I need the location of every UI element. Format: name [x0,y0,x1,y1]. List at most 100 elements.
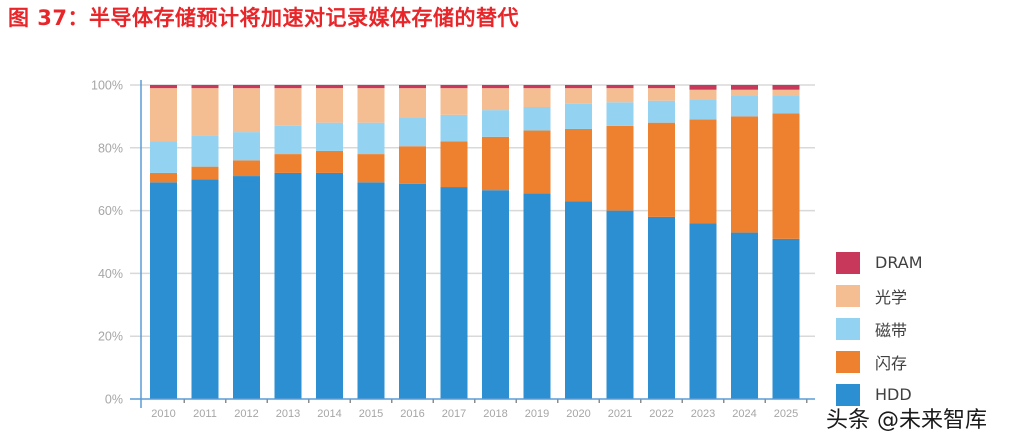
legend-swatch [836,317,860,340]
bar-segment-dram [772,85,800,90]
bar-segment-tape [357,122,385,155]
bar-segment-hdd [648,216,675,399]
bar-segment-optical [357,88,385,123]
bar-segment-optical [606,88,634,103]
x-tick-label: 2024 [732,408,756,420]
bar-segment-flash [565,128,592,202]
x-tick-label: 2011 [193,408,217,420]
bar-segment-dram [482,85,509,89]
bar-segment-tape [606,102,634,126]
bar-segment-dram [689,85,717,90]
bar-stack-2015 [357,85,385,399]
y-tick-label: 20% [98,330,123,344]
bar-segment-optical [648,88,675,101]
bar-stack-2018 [482,85,509,399]
x-tick-label: 2023 [691,408,715,420]
x-tick-label: 2012 [234,408,258,420]
legend-label: 闪存 [875,353,908,373]
legend-swatch [836,284,860,307]
bar-stack-2021 [606,85,634,399]
bar-segment-optical [772,89,800,96]
legend-item: 闪存 [836,345,923,378]
bar-segment-tape [565,103,592,129]
legend-swatch [836,350,860,373]
bar-segment-flash [772,113,800,239]
bar-segment-optical [689,89,717,100]
bar-segment-optical [274,88,302,126]
bar-stack-2012 [233,85,260,399]
bar-segment-flash [648,122,675,217]
bar-segment-hdd [316,172,343,399]
bar-stack-2023 [689,85,717,399]
bar-segment-dram [731,85,758,90]
bar-segment-optical [150,88,177,142]
bar-segment-dram [316,85,343,89]
bar-segment-hdd [150,182,177,399]
bar-segment-flash [482,136,509,191]
x-tick-label: 2019 [525,408,549,420]
bar-segment-optical [440,88,468,115]
y-tick-label: 40% [98,267,123,281]
bar-segment-flash [731,116,758,233]
y-axis-ticks: 0% 20% 40% 60% 80% 100% [91,79,123,407]
bar-segment-hdd [191,179,219,399]
y-tick-label: 60% [98,204,123,218]
bar-segment-optical [731,89,758,96]
bar-stack-2017 [440,85,468,399]
x-tick-label: 2010 [151,408,175,420]
legend-swatch [836,383,860,406]
bar-segment-optical [482,88,509,111]
bar-segment-dram [357,85,385,89]
bar-segment-optical [399,88,426,118]
bar-segment-hdd [233,176,260,399]
x-tick-label: 2014 [317,408,341,420]
legend-label: 磁带 [875,320,908,340]
bar-stack-2020 [565,85,592,399]
bar-segment-optical [565,88,592,104]
legend-item: 磁带 [836,312,923,345]
y-tick-label: 80% [98,141,123,155]
legend-label: DRAM [875,253,923,272]
bar-segment-hdd [731,232,758,399]
x-tick-label: 2021 [608,408,632,420]
bar-segment-dram [565,85,592,89]
bar-segment-dram [274,85,302,89]
bar-segment-flash [357,154,385,183]
bar-segment-flash [440,141,468,188]
bar-segment-optical [523,88,551,107]
bar-segment-dram [191,85,219,89]
bar-segment-tape [731,95,758,117]
bar-segment-tape [316,122,343,151]
legend-item: DRAM [836,246,923,279]
x-tick-label: 2017 [442,408,466,420]
x-tick-label: 2015 [359,408,383,420]
bar-segment-hdd [565,201,592,399]
bar-segment-hdd [482,190,509,399]
bar-segment-hdd [357,182,385,399]
legend-label: 光学 [875,287,908,307]
bar-segment-flash [399,146,426,184]
bar-stack-2025 [772,85,800,399]
bar-segment-flash [150,172,177,183]
bar-segment-flash [316,150,343,173]
bar-stack-2013 [274,85,302,399]
bar-segment-dram [399,85,426,89]
bar-segment-dram [440,85,468,89]
bar-segment-tape [482,110,509,137]
bar-segment-tape [150,141,177,173]
bar-segment-dram [150,85,177,89]
y-tick-label: 100% [91,79,123,93]
bar-segment-tape [191,135,219,167]
legend-swatch [836,251,860,274]
x-tick-label: 2020 [566,408,590,420]
x-tick-label: 2016 [400,408,424,420]
bar-segment-dram [606,85,634,89]
bar-stack-2011 [191,85,219,399]
figure-title: 图 37：半导体存储预计将加速对记录媒体存储的替代 [8,6,520,30]
axes [130,80,815,408]
legend-item: 光学 [836,279,923,312]
legend: DRAM 光学磁带闪存 HDD [836,246,923,411]
legend-item: HDD [836,378,923,411]
bar-segment-tape [274,125,302,155]
